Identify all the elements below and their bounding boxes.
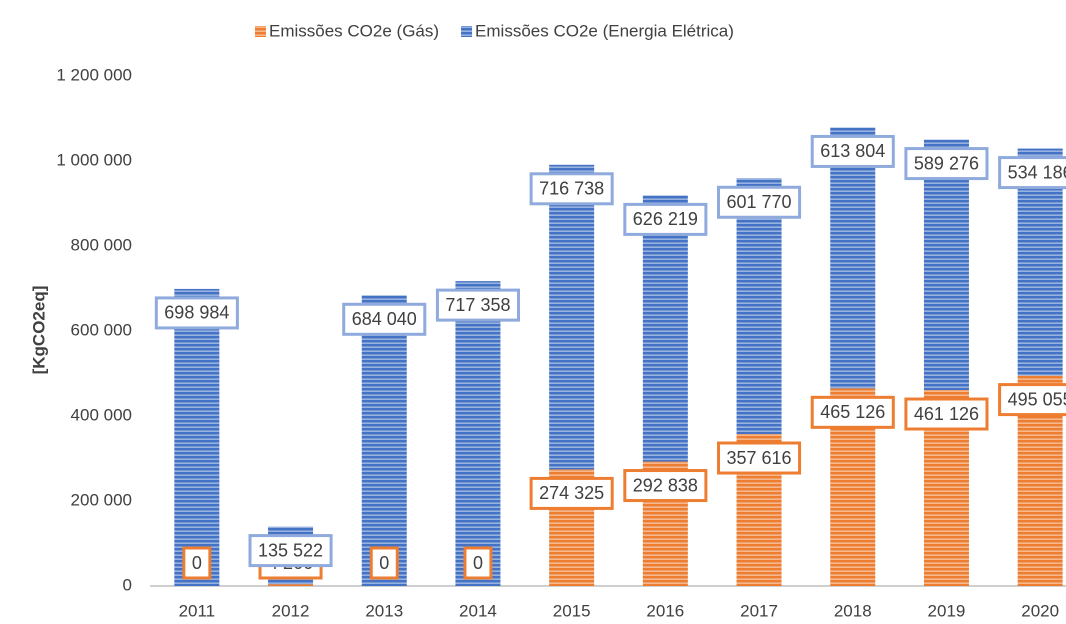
- legend-swatch: [461, 26, 473, 37]
- value-label: 0: [192, 553, 202, 573]
- x-tick-label: 2020: [1021, 601, 1059, 620]
- value-label: 357 616: [727, 448, 792, 468]
- value-label-box: [182, 546, 212, 580]
- bar-segment: [736, 178, 782, 435]
- value-label-box: [529, 476, 614, 510]
- value-label-box: [623, 469, 708, 503]
- bar-segment: [549, 164, 595, 470]
- bar-segment: [361, 295, 407, 586]
- value-label: 626 219: [633, 209, 698, 229]
- value-label-box: [998, 383, 1066, 417]
- value-label-box: [717, 185, 802, 219]
- x-tick-label: 2013: [365, 601, 403, 620]
- value-label-box: [623, 202, 708, 236]
- value-label-box: [248, 534, 333, 568]
- y-tick-label: 1 200 000: [56, 65, 132, 84]
- value-label-box: [369, 546, 399, 580]
- x-tick-label: 2014: [459, 601, 497, 620]
- x-tick-label: 2011: [179, 601, 216, 620]
- bar-segment: [455, 281, 501, 586]
- y-tick-label: 800 000: [71, 235, 132, 254]
- value-label: 684 040: [352, 309, 417, 329]
- value-label: 0: [379, 553, 389, 573]
- value-label: 495 055: [1008, 389, 1066, 409]
- value-label-box: [342, 302, 427, 336]
- value-label-box: [998, 156, 1066, 190]
- value-label: 135 522: [258, 540, 323, 560]
- y-tick-label: 600 000: [71, 320, 132, 339]
- x-tick-label: 2016: [646, 601, 684, 620]
- legend-label: Emissões CO2e (Gás): [269, 21, 439, 40]
- bar-segment: [830, 127, 876, 389]
- x-tick-label: 2015: [553, 601, 591, 620]
- value-label: 717 358: [445, 295, 510, 315]
- bar-segment: [923, 139, 969, 391]
- x-tick-label: 2019: [928, 601, 966, 620]
- y-tick-label: 1 000 000: [56, 150, 132, 169]
- y-axis-title: [KgCO2eq]: [29, 286, 48, 375]
- value-label: 601 770: [727, 192, 792, 212]
- legend-swatch: [255, 26, 266, 37]
- value-label: 274 325: [539, 483, 604, 503]
- legend-label: Emissões CO2e (Energia Elétrica): [475, 21, 734, 40]
- value-label: 292 838: [633, 475, 698, 495]
- bar-segment: [174, 288, 220, 586]
- x-tick-label: 2018: [834, 601, 872, 620]
- bar-segment: [268, 584, 314, 586]
- bar-segment: [642, 195, 688, 462]
- value-label-box: [435, 288, 520, 322]
- y-tick-label: 0: [123, 575, 132, 594]
- y-tick-label: 200 000: [71, 490, 132, 509]
- value-label: 613 804: [820, 141, 885, 161]
- x-tick-label: 2017: [740, 601, 778, 620]
- value-label: 461 126: [914, 404, 979, 424]
- x-tick-label: 2012: [272, 601, 310, 620]
- value-label-box: [904, 397, 989, 431]
- value-label-box: [904, 147, 989, 181]
- value-label-box: [463, 546, 493, 580]
- value-label: 698 984: [164, 303, 229, 323]
- value-label: 716 738: [539, 179, 604, 199]
- y-tick-label: 400 000: [71, 405, 132, 424]
- value-label-box: [717, 441, 802, 475]
- value-label: 0: [473, 553, 483, 573]
- value-label: 589 276: [914, 153, 979, 173]
- value-label: 534 186: [1008, 162, 1066, 182]
- value-label-box: [810, 134, 895, 168]
- value-label-box: [529, 172, 614, 206]
- value-label-box: [154, 296, 239, 330]
- value-label: 465 126: [820, 402, 885, 422]
- value-label-box: [810, 395, 895, 429]
